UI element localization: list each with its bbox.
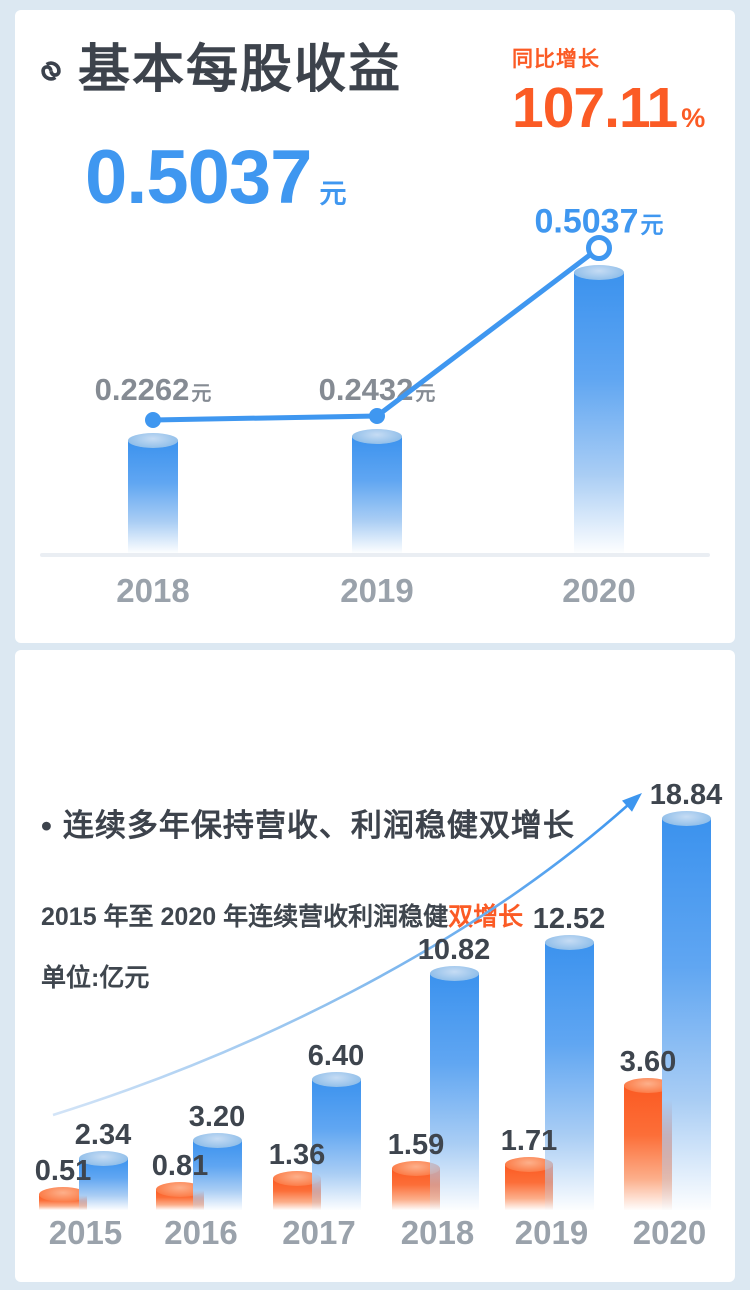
blue-bar-2019-cap <box>545 935 594 950</box>
value-label-2020: 0.5037元 <box>535 203 664 242</box>
blue-bar-2020-cap <box>662 811 711 826</box>
page-title: 基本每股收益 <box>78 41 403 99</box>
card2-subtitle-highlight: 双增长 <box>448 903 524 931</box>
year-label-2018: 2018 <box>116 572 190 609</box>
value-unit: 元 <box>640 211 664 238</box>
yoy-growth-block: 同比增长 107.11% <box>512 43 705 147</box>
eps-number: 0.5037 <box>85 135 312 220</box>
blue-bar-2018-cap <box>430 966 479 981</box>
orange-bar-2015 <box>39 1187 87 1210</box>
revenue-profit-card: • 连续多年保持营收、利润稳健双增长 2015 年至 2020 年连续营收利润稳健… <box>15 650 735 1282</box>
blue-bar-2016 <box>193 1133 242 1210</box>
orange-value-label-2020: 3.60 <box>619 1046 677 1078</box>
blue-bar-2019 <box>545 935 594 1210</box>
eps-line-layer <box>145 235 612 428</box>
blue-bar-2018 <box>430 966 479 1210</box>
card2-title: • 连续多年保持营收、利润稳健双增长 <box>41 800 575 845</box>
cycle-icon <box>41 61 61 81</box>
orange-bar-2017-cap <box>273 1171 321 1186</box>
bar-2020-cap <box>574 265 624 280</box>
blue-value-label-2015: 2.34 <box>74 1119 132 1151</box>
card2-subtitle-main: 2015 年至 2020 年连续营收利润稳健 <box>41 903 449 931</box>
orange-bar-2019-cap <box>505 1157 553 1172</box>
orange-value-label-2019: 1.71 <box>500 1125 558 1157</box>
bar-2018-cap <box>128 433 178 448</box>
yoy-growth-value: 107.11% <box>512 76 705 147</box>
yoy-growth-label: 同比增长 <box>512 48 600 71</box>
blue-bar-2017 <box>312 1072 361 1210</box>
orange-value-label-2017: 1.36 <box>268 1139 326 1171</box>
yoy-growth-number: 107.11 <box>512 76 678 140</box>
bar-2019 <box>352 429 402 553</box>
blue-bar-2015-cap <box>79 1151 128 1166</box>
card2-subtitle: 2015 年至 2020 年连续营收利润稳健双增长 <box>41 897 523 933</box>
eps-card: 基本每股收益 同比增长 107.11% 0.5037 元 2018 0.2262 元 2… <box>15 10 735 643</box>
percent-suffix: % <box>681 103 705 133</box>
blue-value-label-2016: 3.20 <box>188 1101 246 1133</box>
growth-chart: 0.51 2.34 2015 0.81 3.20 2016 1.36 6.40 2017 1.59… <box>15 650 735 1282</box>
bar-2020 <box>574 265 624 553</box>
bar-2019-cap <box>352 429 402 444</box>
year-label-2017: 2017 <box>282 1214 356 1251</box>
year-label-2019: 2019 <box>514 1214 589 1251</box>
year-label-2015: 2015 <box>48 1214 123 1251</box>
orange-bar-2018-cap <box>392 1161 440 1176</box>
eps-trend-line <box>152 246 601 423</box>
orange-value-label-2015: 0.51 <box>34 1155 92 1187</box>
bar-2018 <box>128 433 178 553</box>
card2-title-text: 连续多年保持营收、利润稳健双增长 <box>62 808 575 843</box>
blue-value-label-2020: 18.84 <box>649 779 723 811</box>
value-unit: 元 <box>415 383 436 405</box>
blue-bar-2020 <box>662 811 711 1210</box>
yuan-suffix: 元 <box>319 179 347 209</box>
year-label-2020: 2020 <box>562 572 636 609</box>
orange-bar-2020-cap <box>624 1078 672 1093</box>
orange-value-label-2018: 1.59 <box>387 1129 445 1161</box>
ring-marker-2020 <box>586 235 612 261</box>
blue-value-label-2019: 12.52 <box>532 903 606 935</box>
value-number: 0.2262 <box>94 372 190 407</box>
value-number: 0.5037 <box>534 202 639 241</box>
dot-marker-2018 <box>145 412 161 428</box>
blue-bar-2016-cap <box>193 1133 242 1148</box>
bullet-icon: • <box>41 808 53 843</box>
unit-label: 单位:亿元 <box>41 964 150 992</box>
year-label-2016: 2016 <box>164 1214 238 1251</box>
eps-main-value: 0.5037 元 <box>85 136 346 236</box>
blue-bar-2017-cap <box>312 1072 361 1087</box>
orange-value-label-2016: 0.81 <box>151 1150 209 1182</box>
eps-chart: 2018 0.2262 元 2019 0.2432 元 2020 0.5037元 <box>15 10 735 643</box>
dot-marker-2019 <box>369 408 385 424</box>
year-label-2018: 2018 <box>400 1214 475 1251</box>
chart1-baseline <box>40 553 710 557</box>
blue-value-label-2018: 10.82 <box>417 934 491 966</box>
year-label-2019: 2019 <box>340 572 414 609</box>
trend-curve <box>52 804 629 1117</box>
year-label-2020: 2020 <box>632 1214 707 1251</box>
blue-value-label-2017: 6.40 <box>307 1040 365 1072</box>
orange-bar-2016-cap <box>156 1182 204 1197</box>
trend-arrow-layer <box>52 793 642 1117</box>
trend-arrowhead-icon <box>622 793 642 812</box>
value-unit: 元 <box>191 383 212 405</box>
value-label-2018: 0.2262 元 <box>95 372 212 408</box>
orange-bar-2016 <box>156 1182 204 1210</box>
card1-header <box>40 58 62 82</box>
orange-bar-2015-cap <box>39 1187 87 1202</box>
blue-bar-2015 <box>79 1151 128 1210</box>
